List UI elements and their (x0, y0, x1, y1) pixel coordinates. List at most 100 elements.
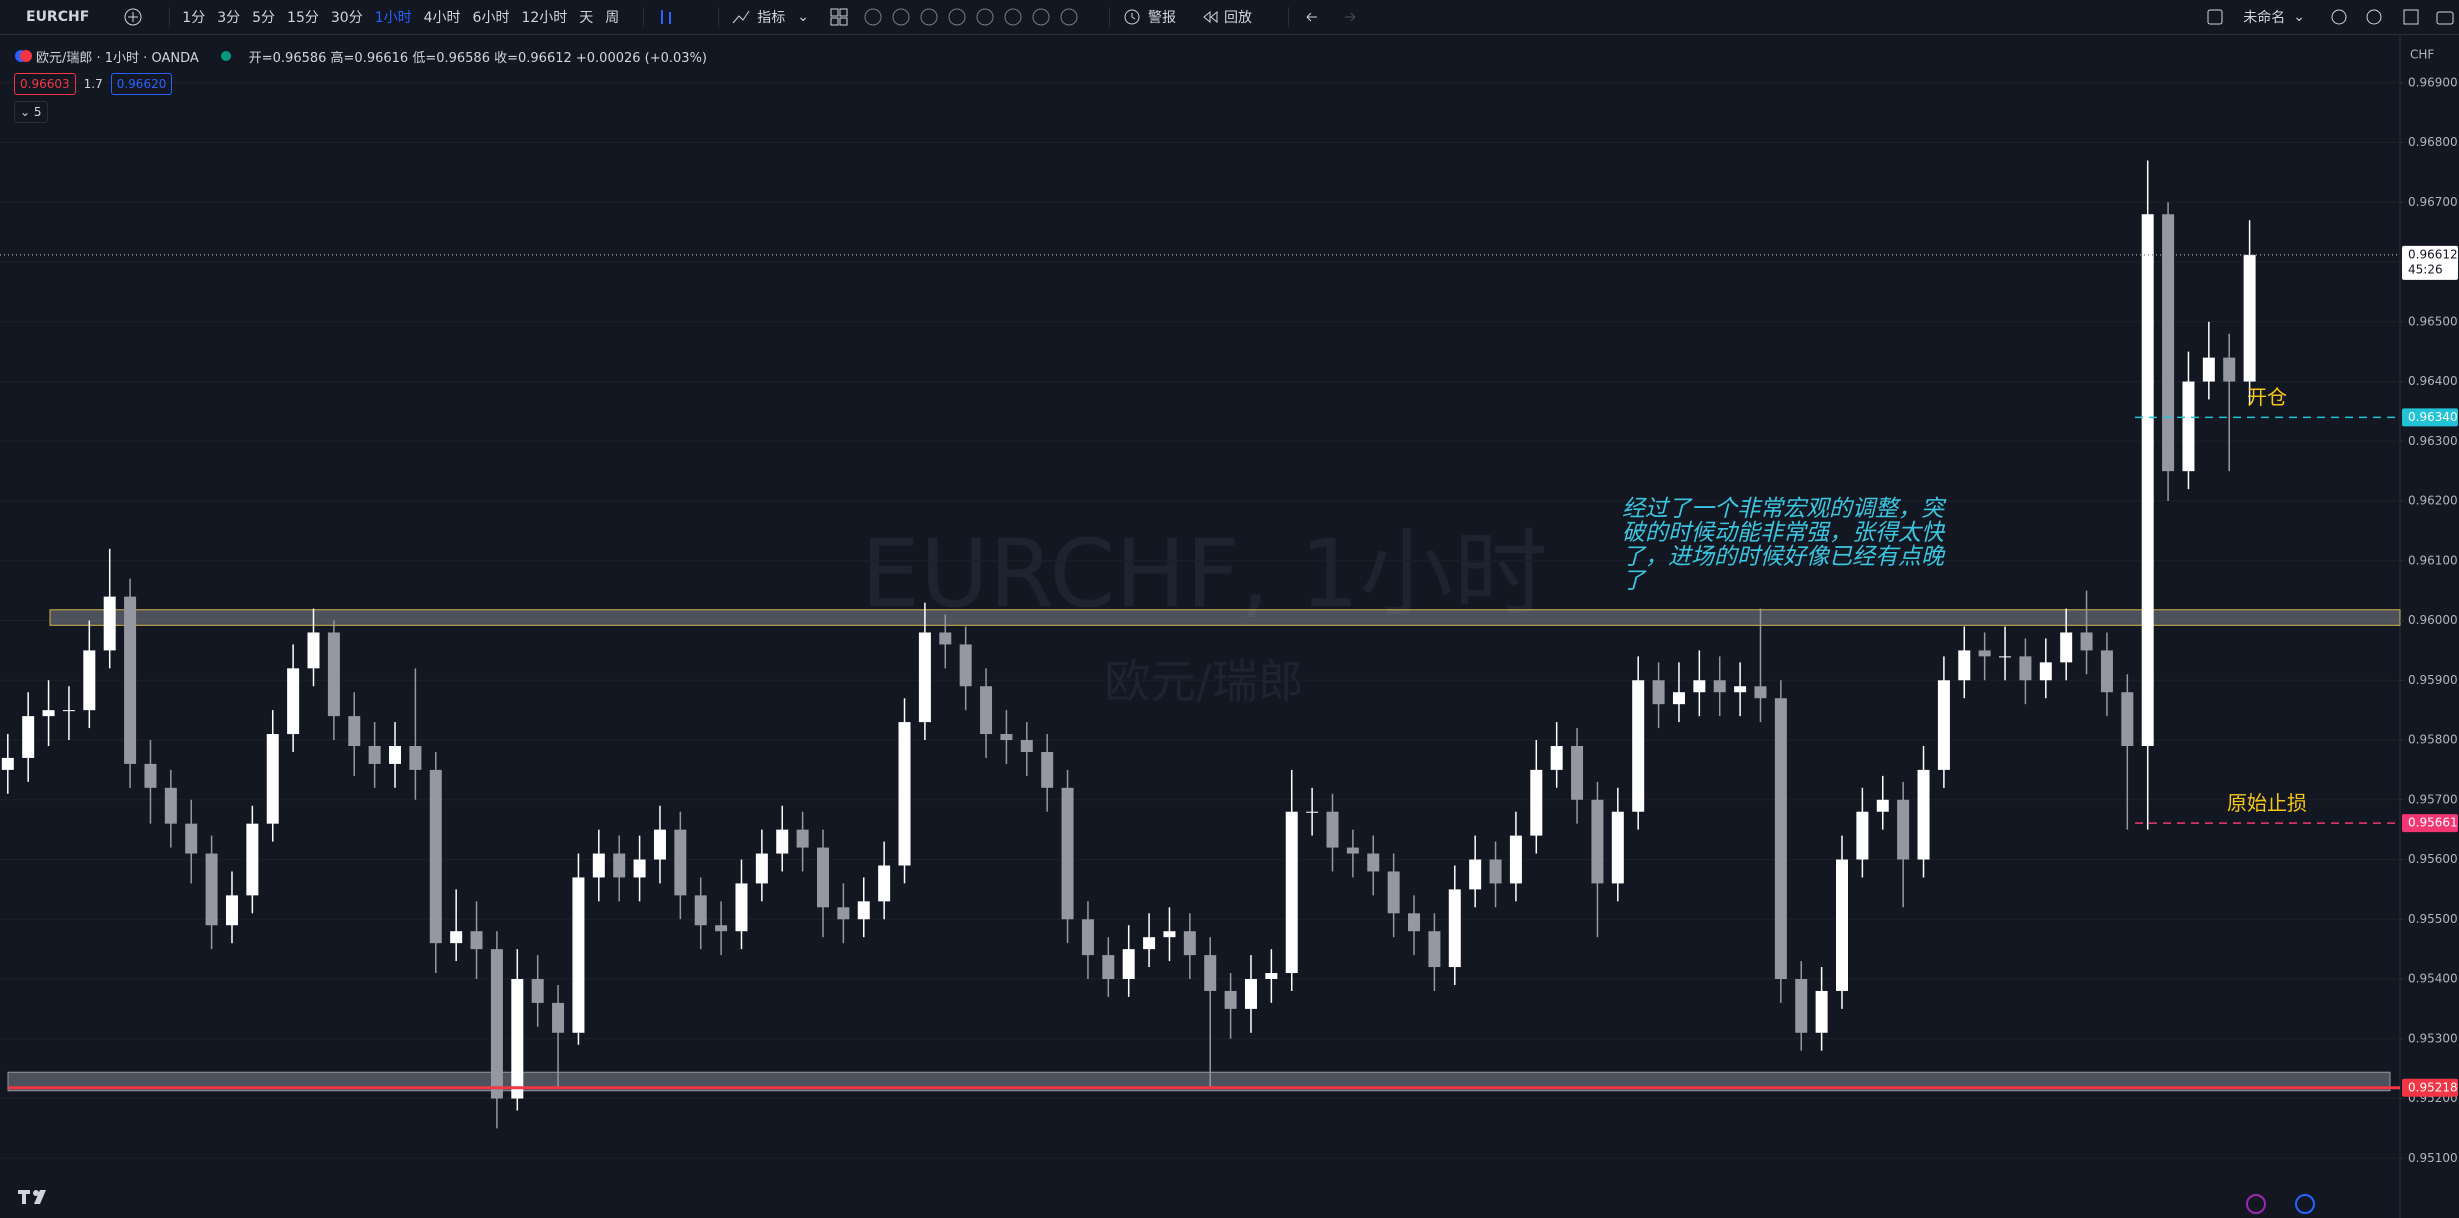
candle-body (185, 823, 198, 854)
y-tick-label: 0.96000 (2408, 613, 2458, 627)
legend: 欧元/瑞郎 · 1小时 · OANDA 开=0.96586 高=0.96616 … (14, 44, 707, 128)
candle-body (1693, 680, 1706, 693)
interval[interactable]: 周 (605, 10, 620, 26)
layout-name[interactable]: 未命名 (2243, 10, 2286, 26)
candle-body (2060, 632, 2073, 663)
candle-body (1183, 931, 1196, 956)
indicator-toggle[interactable]: ⌄ 5 (14, 101, 48, 123)
candle-body (287, 668, 300, 735)
candle-body (225, 895, 238, 926)
interval[interactable]: 15分 (287, 10, 319, 26)
interval[interactable]: 12小时 (521, 10, 568, 26)
indicators-button[interactable]: 指标 (757, 10, 786, 26)
indicator-icon (732, 10, 750, 24)
symbol[interactable]: EURCHF (26, 9, 90, 25)
candle-body (959, 644, 972, 687)
candle-body (1285, 811, 1298, 974)
price-box-label: 0.96340 (2408, 410, 2458, 424)
level-note[interactable]: 原始止损 (2227, 791, 2307, 816)
alert-icon (1124, 9, 1140, 25)
candle-body (1224, 990, 1237, 1009)
candle-body (1020, 740, 1033, 752)
right-icons[interactable] (2329, 7, 2459, 27)
annotation[interactable]: 经过了一个非常宏观的调整，突破的时候动能非常强，张得太快了，进场的时候好像已经有… (1622, 496, 1944, 594)
price-box-label: 0.95661 (2408, 816, 2458, 830)
candle-body (246, 823, 259, 896)
sell-button[interactable]: 0.96603 (14, 73, 76, 95)
candle-body (83, 650, 96, 711)
interval[interactable]: 1分 (182, 10, 206, 26)
candle-body (2141, 214, 2154, 746)
countdown: 45:26 (2408, 262, 2443, 276)
spread: 1.7 (83, 77, 103, 91)
legend-title[interactable]: 欧元/瑞郎 · 1小时 · OANDA (36, 50, 199, 66)
candle-body (2243, 254, 2256, 382)
candle-body (62, 710, 75, 712)
buy-button[interactable]: 0.96620 (110, 73, 173, 95)
interval[interactable]: 4小时 (423, 10, 461, 26)
status-dot (220, 51, 231, 61)
price-box-label: 0.95218 (2408, 1080, 2458, 1094)
y-tick-label: 0.95500 (2408, 912, 2458, 926)
interval[interactable]: 5分 (252, 10, 276, 26)
candle-body (144, 763, 157, 788)
candle-body (327, 632, 340, 717)
candle-body (1713, 680, 1726, 693)
candle-body (939, 632, 952, 645)
candle-body (2121, 692, 2134, 746)
candle-body (1754, 686, 1767, 699)
replay-button[interactable]: 回放 (1224, 10, 1253, 26)
candle-body (1367, 853, 1380, 872)
icon-button[interactable] (2295, 1194, 2315, 1214)
price-box (2402, 408, 2458, 427)
interval[interactable]: 6小时 (472, 10, 510, 26)
candle-body (266, 734, 279, 824)
candle-body (776, 829, 789, 854)
chart-style[interactable] (656, 7, 676, 27)
y-tick-label: 0.95600 (2408, 852, 2458, 866)
currency[interactable]: CHF (2410, 48, 2434, 62)
candle-body (205, 853, 218, 926)
candle-body (1081, 919, 1094, 956)
candle-body (2162, 214, 2175, 472)
candle-body (1632, 680, 1645, 812)
candle-body (348, 716, 361, 746)
tool-icons[interactable] (863, 7, 1083, 27)
separator (643, 7, 645, 27)
interval[interactable]: 天 (579, 10, 594, 26)
interval[interactable]: 30分 (330, 10, 363, 26)
candle-body (1, 757, 14, 770)
icon-button[interactable] (2246, 1194, 2266, 1214)
candle-body (817, 847, 829, 908)
candle-body (124, 596, 137, 764)
candle-body (572, 877, 585, 1033)
separator (169, 7, 171, 27)
level-note[interactable]: 开仓 (2247, 385, 2287, 410)
candle-body (1591, 799, 1604, 884)
candle-body (857, 901, 870, 920)
y-tick-label: 0.95300 (2408, 1031, 2458, 1045)
candle-body (898, 722, 911, 866)
candle-body (796, 829, 809, 848)
candle-body (1408, 913, 1421, 932)
alert-button[interactable]: 警报 (1148, 10, 1177, 26)
interval[interactable]: 3分 (217, 10, 241, 26)
layout-icon[interactable] (829, 7, 849, 27)
candle-body (1204, 955, 1217, 991)
layout-box[interactable] (2205, 7, 2225, 27)
watermark-sub: 欧元/瑞郎 (1104, 655, 1304, 709)
undo-redo[interactable] (1301, 7, 1361, 27)
tv-logo[interactable] (18, 1190, 46, 1204)
y-tick-label: 0.95400 (2408, 972, 2458, 986)
candle-body (531, 979, 544, 1003)
interval[interactable]: 1小时 (374, 10, 412, 26)
candle-body (2202, 357, 2215, 382)
y-tick-label: 0.95900 (2408, 673, 2458, 687)
candle-body (980, 686, 993, 735)
add-symbol[interactable] (123, 7, 143, 27)
candle-body (1999, 656, 2012, 658)
